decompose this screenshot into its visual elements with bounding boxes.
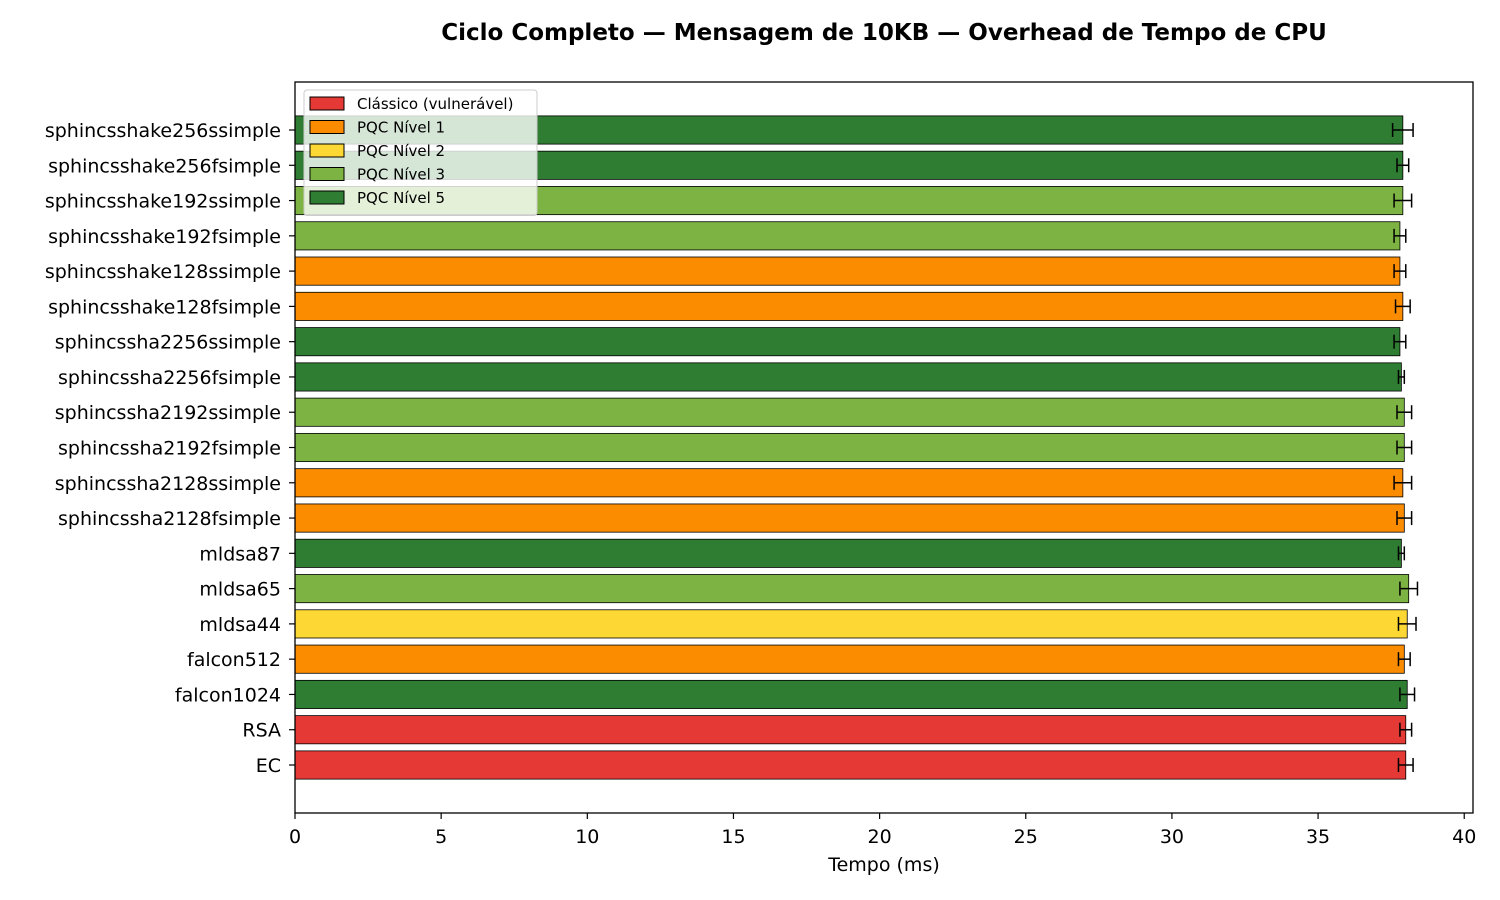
error-bar-mldsa44 — [1397, 616, 1417, 631]
x-tick-label-15: 15 — [721, 826, 745, 848]
bar-mldsa65 — [294, 574, 1410, 604]
bar-sphincssha2128ssimple — [294, 468, 1404, 498]
legend-label: Clássico (vulnerável) — [357, 95, 513, 113]
y-tick-label-EC: EC — [256, 755, 281, 777]
x-tick-label-0: 0 — [289, 826, 301, 848]
legend-swatch — [309, 120, 345, 134]
bar-sphincsshake192fsimple — [294, 221, 1401, 251]
error-bar-falcon1024 — [1399, 687, 1416, 702]
error-bar-sphincsshake256ssimple — [1391, 123, 1414, 137]
x-axis: 0 5 10 15 20 25 30 35 40 — [289, 813, 1476, 848]
error-bar-mldsa87 — [1397, 546, 1406, 561]
x-tick-label-35: 35 — [1306, 826, 1330, 848]
legend-box — [303, 89, 538, 216]
legend-label: PQC Nível 1 — [357, 119, 445, 137]
x-tick-label-10: 10 — [575, 826, 599, 848]
y-tick-label-sphincssha2192ssimple: sphincssha2192ssimple — [55, 402, 281, 424]
error-bar-sphincssha2256ssimple — [1393, 334, 1407, 349]
error-bar-sphincsshake192ssimple — [1393, 193, 1413, 208]
bar-sphincssha2192ssimple — [294, 397, 1405, 427]
bar-falcon512 — [294, 644, 1405, 674]
y-tick-label-mldsa65: mldsa65 — [199, 579, 281, 601]
x-axis-label: Tempo (ms) — [827, 854, 940, 876]
y-tick-label-sphincsshake128ssimple: sphincsshake128ssimple — [45, 261, 281, 283]
error-bar-sphincssha2192fsimple — [1396, 440, 1413, 455]
y-tick-label-falcon512: falcon512 — [187, 649, 281, 671]
y-tick-label-sphincssha2192fsimple: sphincssha2192fsimple — [58, 438, 281, 460]
bar-falcon1024 — [294, 679, 1408, 709]
error-bar-sphincsshake256fsimple — [1396, 158, 1410, 173]
bar-sphincsshake128fsimple — [294, 291, 1404, 321]
legend-label: PQC Nível 3 — [357, 166, 445, 184]
x-tick-label-30: 30 — [1160, 826, 1184, 848]
y-tick-label-sphincsshake192fsimple: sphincsshake192fsimple — [48, 226, 281, 248]
y-tick-label-RSA: RSA — [242, 720, 281, 742]
x-tick-label-25: 25 — [1014, 826, 1038, 848]
bar-mldsa44 — [294, 609, 1408, 639]
bar-sphincssha2256ssimple — [294, 327, 1401, 357]
y-tick-label-sphincssha2128ssimple: sphincssha2128ssimple — [55, 473, 281, 495]
chart-title: Ciclo Completo — Mensagem de 10KB — Over… — [441, 20, 1327, 46]
y-tick-label-sphincsshake192ssimple: sphincsshake192ssimple — [45, 191, 281, 213]
error-bar-sphincsshake128ssimple — [1393, 264, 1407, 279]
x-tick-label-20: 20 — [868, 826, 892, 848]
bar-sphincsshake128ssimple — [294, 256, 1401, 286]
legend: Clássico (vulnerável) PQC Nível 1 PQC Níve… — [303, 89, 538, 216]
legend-label: PQC Nível 2 — [357, 142, 445, 160]
legend-label: PQC Nível 5 — [357, 189, 445, 207]
bar-sphincssha2192fsimple — [294, 432, 1405, 463]
legend-swatch — [309, 190, 345, 205]
y-tick-label-sphincsshake128fsimple: sphincsshake128fsimple — [48, 296, 281, 318]
y-tick-label-falcon1024: falcon1024 — [175, 684, 281, 706]
y-tick-label-mldsa87: mldsa87 — [199, 543, 281, 565]
bar-EC — [294, 750, 1407, 780]
bar-RSA — [294, 715, 1407, 745]
error-bars-layer — [1391, 123, 1419, 772]
error-bar-sphincsshake192fsimple — [1393, 228, 1407, 243]
error-bar-sphincssha2256fsimple — [1397, 369, 1406, 384]
bar-sphincssha2256fsimple — [294, 362, 1402, 392]
legend-swatch — [309, 143, 345, 158]
error-bar-sphincsshake128fsimple — [1394, 299, 1411, 314]
bar-sphincssha2128fsimple — [294, 503, 1405, 533]
bar-mldsa87 — [294, 538, 1402, 568]
y-tick-label-sphincssha2256ssimple: sphincssha2256ssimple — [55, 332, 281, 354]
error-bar-sphincssha2128ssimple — [1393, 475, 1413, 490]
error-bar-EC — [1397, 758, 1414, 772]
x-tick-label-5: 5 — [435, 826, 447, 848]
y-tick-label-mldsa44: mldsa44 — [199, 614, 281, 636]
y-axis: sphincsshake256ssimple sphincsshake256fsi… — [45, 120, 295, 777]
legend-swatch — [309, 167, 345, 181]
x-tick-label-40: 40 — [1452, 826, 1476, 848]
y-tick-label-sphincssha2128fsimple: sphincssha2128fsimple — [58, 508, 281, 530]
error-bar-sphincssha2128fsimple — [1396, 511, 1413, 526]
y-tick-label-sphincsshake256ssimple: sphincsshake256ssimple — [45, 120, 281, 142]
error-bar-mldsa65 — [1399, 581, 1419, 596]
y-tick-label-sphincssha2256fsimple: sphincssha2256fsimple — [58, 367, 281, 389]
error-bar-falcon512 — [1397, 652, 1411, 667]
y-tick-label-sphincsshake256fsimple: sphincsshake256fsimple — [48, 155, 281, 177]
legend-swatch — [309, 96, 345, 111]
error-bar-sphincssha2192ssimple — [1396, 405, 1413, 420]
error-bar-RSA — [1399, 722, 1413, 737]
